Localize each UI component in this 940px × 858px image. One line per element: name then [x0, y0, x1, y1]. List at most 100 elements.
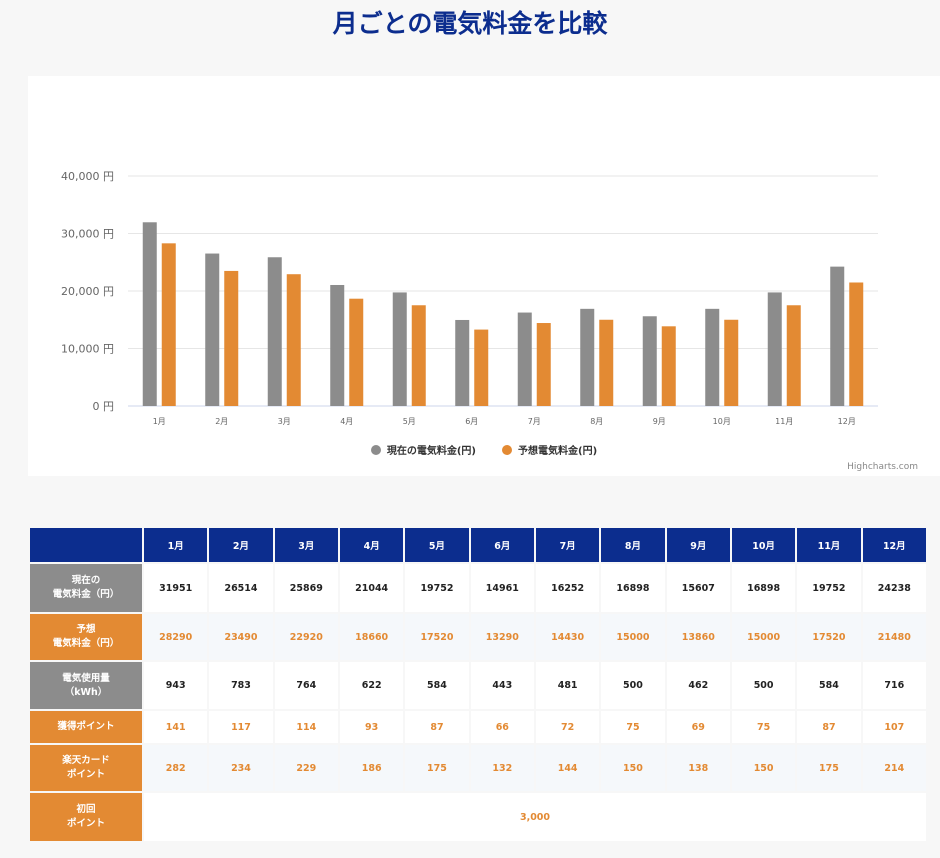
legend-label-forecast: 予想電気料金(円)	[518, 446, 598, 457]
column-header-month: 7月	[535, 528, 600, 562]
table-cell-card-points: 150	[601, 745, 665, 791]
row-label-line1: 初回	[76, 804, 96, 815]
bar-forecast[interactable]	[474, 329, 489, 406]
table-cell-usage: 462	[666, 662, 730, 709]
table-cell-current: 24238	[862, 564, 926, 612]
x-tick-label: 3月	[278, 417, 291, 426]
column-header-month: 6月	[470, 528, 534, 562]
column-header-month: 2月	[209, 528, 273, 562]
x-tick-label: 5月	[403, 417, 416, 426]
column-header-month: 1月	[144, 528, 208, 562]
bar-forecast[interactable]	[161, 243, 176, 406]
x-tick-label: 1月	[153, 417, 166, 426]
bar-forecast[interactable]	[849, 282, 864, 406]
bar-current[interactable]	[517, 312, 532, 406]
legend-item-forecast[interactable]: 予想電気料金(円)	[502, 442, 597, 457]
bar-current[interactable]	[142, 222, 157, 406]
table-cell-forecast: 18660	[339, 614, 404, 660]
bar-forecast[interactable]	[286, 274, 301, 406]
bar-current[interactable]	[830, 266, 845, 406]
x-tick-label: 8月	[590, 417, 603, 426]
legend-item-current[interactable]: 現在の電気料金(円)	[370, 442, 476, 457]
table-cell-card-points: 214	[862, 745, 926, 791]
bar-forecast[interactable]	[786, 305, 801, 406]
x-tick-label: 9月	[653, 417, 666, 426]
table-cell-usage: 622	[339, 662, 404, 709]
table-cell-forecast: 15000	[601, 614, 665, 660]
bar-forecast[interactable]	[349, 298, 364, 406]
bar-current[interactable]	[267, 257, 282, 406]
table-cell-current: 14961	[470, 564, 534, 612]
table-cell-current: 21044	[339, 564, 404, 612]
row-label-initial-points: 初回 ポイント	[30, 793, 142, 841]
table-cell-points: 107	[862, 711, 926, 743]
comparison-table: 1月 2月 3月 4月 5月 6月 7月 8月 9月 10月 11月 12月 現在の 電気料金（円） …	[28, 526, 928, 843]
table-cell-card-points: 144	[535, 745, 600, 791]
x-tick-label: 12月	[838, 417, 856, 426]
table-cell-card-points: 175	[405, 745, 469, 791]
x-tick-label: 6月	[465, 417, 478, 426]
bar-current[interactable]	[392, 292, 407, 406]
table-cell-forecast: 23490	[209, 614, 273, 660]
table-cell-points: 87	[797, 711, 861, 743]
bar-current[interactable]	[330, 284, 345, 406]
row-label-line2: 電気料金（円）	[52, 589, 120, 600]
row-label-card-points: 楽天カード ポイント	[30, 745, 142, 791]
bar-forecast[interactable]	[599, 319, 614, 406]
column-header-month: 5月	[405, 528, 469, 562]
bar-current[interactable]	[455, 319, 470, 406]
table-cell-usage: 481	[535, 662, 600, 709]
y-tick-label: 30,000 円	[61, 228, 114, 241]
bar-forecast[interactable]	[661, 326, 676, 406]
table-cell-forecast: 22920	[274, 614, 338, 660]
table-cell-card-points: 282	[144, 745, 208, 791]
table-cell-usage: 584	[405, 662, 469, 709]
table-row-forecast-cost: 予想 電気料金（円） 28290 23490 22920 18660 17520 1329…	[30, 614, 926, 660]
y-tick-label: 0 円	[93, 400, 115, 413]
table-cell-card-points: 150	[731, 745, 796, 791]
table-cell-forecast: 13860	[666, 614, 730, 660]
table-cell-points: 93	[339, 711, 404, 743]
table-cell-usage: 584	[797, 662, 861, 709]
column-header-month: 12月	[862, 528, 926, 562]
table-cell-usage: 500	[731, 662, 796, 709]
table-cell-points: 72	[535, 711, 600, 743]
highcharts-credits-link[interactable]: Highcharts.com	[847, 462, 918, 472]
table-cell-current: 16898	[601, 564, 665, 612]
bar-current[interactable]	[205, 253, 220, 406]
table-cell-points: 87	[405, 711, 469, 743]
bar-forecast[interactable]	[224, 270, 239, 406]
row-label-line1: 電気使用量	[62, 672, 110, 684]
table-header-row: 1月 2月 3月 4月 5月 6月 7月 8月 9月 10月 11月 12月	[30, 528, 926, 562]
table-cell-current: 19752	[797, 564, 861, 612]
bar-forecast[interactable]	[536, 323, 551, 406]
table-row-card-points: 楽天カード ポイント 282 234 229 186 175 132 144 150 138 15…	[30, 745, 926, 791]
chart-card: 0 円 10,000 円 20,000 円 30,000 円 40,000 円 1月 2月 3…	[28, 76, 940, 476]
bar-current[interactable]	[705, 308, 720, 406]
table-cell-forecast: 28290	[144, 614, 208, 660]
table-cell-points: 75	[731, 711, 796, 743]
table-cell-forecast: 17520	[405, 614, 469, 660]
row-label-usage: 電気使用量 （kWh）	[30, 662, 142, 709]
bar-forecast[interactable]	[411, 305, 426, 406]
table-cell-current: 15607	[666, 564, 730, 612]
row-label-line1: 予想	[76, 624, 96, 635]
table-cell-points: 141	[144, 711, 208, 743]
table-cell-current: 16898	[731, 564, 796, 612]
table-cell-card-points: 229	[274, 745, 338, 791]
table-cell-card-points: 186	[339, 745, 404, 791]
bar-forecast[interactable]	[724, 319, 739, 406]
table-cell-forecast: 13290	[470, 614, 534, 660]
initial-points-value: 3,000	[144, 793, 926, 841]
bar-current[interactable]	[767, 292, 782, 406]
row-label-forecast-cost: 予想 電気料金（円）	[30, 614, 142, 660]
x-tick-label: 10月	[713, 417, 731, 426]
bar-current[interactable]	[580, 308, 595, 406]
row-label-current-cost: 現在の 電気料金（円）	[30, 564, 142, 612]
table-cell-card-points: 132	[470, 745, 534, 791]
bar-current[interactable]	[642, 316, 657, 406]
column-header-month: 9月	[666, 528, 730, 562]
table-cell-forecast: 15000	[731, 614, 796, 660]
row-label-line2: （kWh）	[64, 686, 108, 698]
table-corner-cell	[30, 528, 142, 562]
